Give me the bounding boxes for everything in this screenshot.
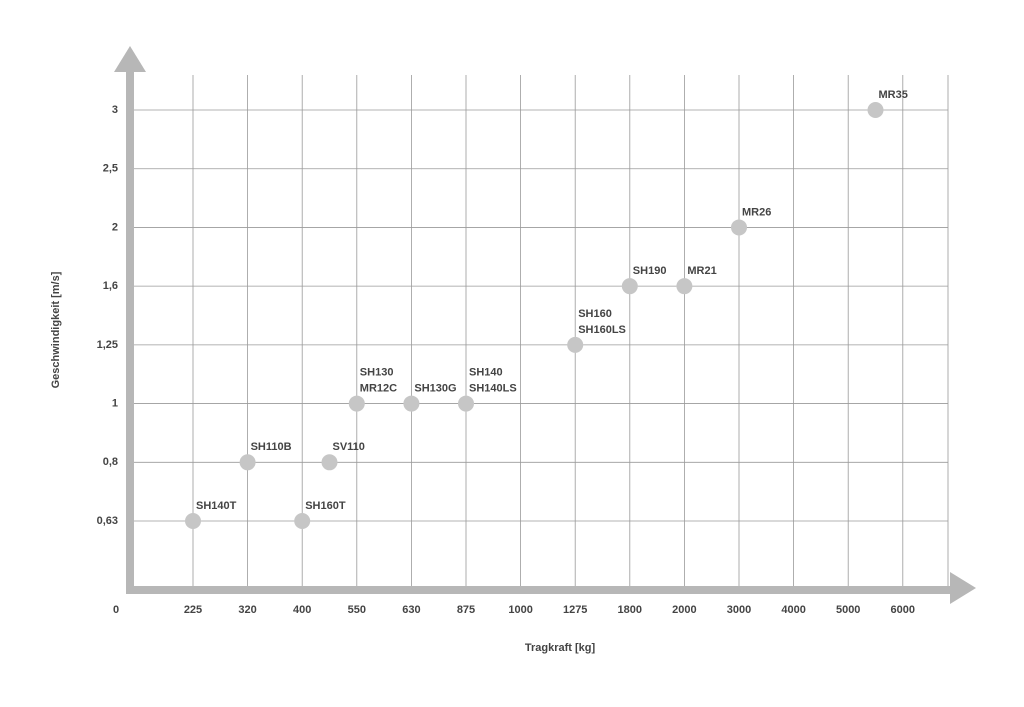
point-label: SH160 [578,308,612,320]
point-label: SH130 [360,366,394,378]
point-label: MR26 [742,206,771,218]
point-label: MR21 [687,265,716,277]
point [567,336,584,353]
point [239,454,256,471]
x-tick-label: 1800 [618,604,642,616]
x-tick-label: 4000 [781,604,805,616]
point-label: SH140T [196,500,237,512]
x-tick-label: 875 [457,604,475,616]
point [294,513,311,529]
point [458,395,474,412]
x-tick-label: 400 [293,604,311,616]
point [731,219,747,236]
y-axis-title: Geschwindigkeit [m/s] [50,271,62,388]
y-axis-arrow [114,46,146,72]
x-tick-label: 3000 [727,604,751,616]
point-label: SV110 [333,441,365,453]
point [621,278,638,295]
point-label: MR35 [879,89,908,101]
point-label: SH160T [305,500,346,512]
x-tick-label: 0 [113,604,119,616]
point [321,454,338,471]
x-tick-label: 5000 [836,604,860,616]
y-tick-label: 3 [112,104,118,116]
point-label: SH140 [469,366,503,378]
x-tick-label: 225 [184,604,202,616]
point [185,513,201,529]
x-tick-label: 2000 [672,604,696,616]
x-tick-label: 1275 [563,604,587,616]
point-label: MR12C [360,382,397,394]
point [403,395,420,412]
x-tick-label: 1000 [508,604,532,616]
x-axis-arrow [950,572,976,604]
x-tick-label: 320 [238,604,256,616]
y-tick-label: 2,5 [103,163,118,175]
x-tick-label: 630 [402,604,420,616]
point [867,102,884,119]
point [676,278,693,295]
point-label: SH110B [251,441,292,453]
point-label: SH130G [414,382,456,394]
x-tick-label: 6000 [891,604,915,616]
y-tick-label: 2 [112,221,118,233]
point-label: SH160LS [578,324,626,336]
y-tick-label: 0,8 [103,456,118,468]
point-label: SH190 [633,265,667,277]
x-tick-label: 550 [348,604,366,616]
y-tick-label: 1 [112,397,118,409]
point-label: SH140LS [469,382,517,394]
point [348,395,365,412]
y-tick-label: 1,6 [103,280,118,292]
y-tick-label: 1,25 [97,339,118,351]
x-axis-title: Tragkraft [kg] [525,642,596,654]
y-tick-label: 0,63 [97,515,118,527]
